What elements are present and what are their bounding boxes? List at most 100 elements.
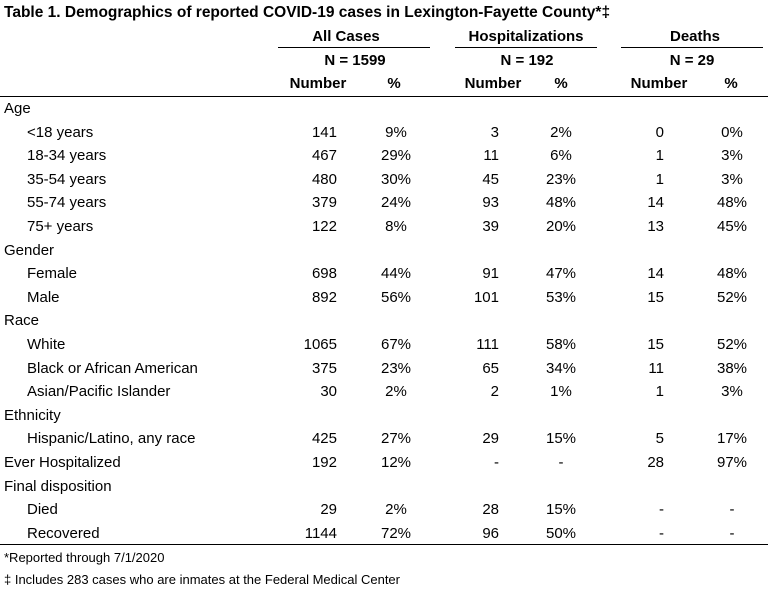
cell-deaths-pct: 48% bbox=[716, 265, 748, 283]
cell-hosp-number: 93 bbox=[482, 194, 499, 212]
group-n-deaths: N = 29 bbox=[669, 52, 715, 69]
cell-hosp-pct: 53% bbox=[545, 288, 577, 306]
cell-deaths-number: - bbox=[659, 501, 664, 519]
cell-hosp-pct: 48% bbox=[545, 194, 577, 212]
cell-hosp-pct: 1% bbox=[550, 383, 572, 401]
hospitalizations-header-rule bbox=[455, 47, 597, 48]
cell-deaths-pct: - bbox=[729, 501, 735, 519]
table-bottom-rule bbox=[0, 544, 768, 545]
group-header-all-cases: All Cases bbox=[312, 28, 380, 45]
cell-deaths-pct: 52% bbox=[716, 288, 748, 306]
cell-deaths-number: 13 bbox=[647, 218, 664, 235]
section-label: Ethnicity bbox=[4, 406, 61, 424]
cell-deaths-pct: 3% bbox=[721, 170, 743, 188]
cell-deaths-pct: 97% bbox=[716, 454, 748, 471]
cell-hosp-pct: 58% bbox=[545, 336, 577, 353]
footnote-inmates: ‡ Includes 283 cases who are inmates at … bbox=[4, 572, 400, 587]
row-label: Black or African American bbox=[27, 359, 198, 377]
cell-all-number: 122 bbox=[311, 218, 337, 235]
cell-deaths-number: 14 bbox=[647, 194, 664, 212]
cell-all-pct: 29% bbox=[380, 147, 412, 165]
cell-all-number: 375 bbox=[311, 359, 337, 377]
cell-all-pct: 44% bbox=[380, 265, 412, 283]
cell-all-pct: 2% bbox=[385, 383, 407, 401]
cell-all-number: 480 bbox=[311, 170, 337, 188]
row-label: Male bbox=[27, 288, 60, 306]
cell-hosp-number: 111 bbox=[476, 336, 499, 353]
cell-all-number: 379 bbox=[311, 194, 337, 212]
cell-hosp-number: 11 bbox=[483, 147, 499, 165]
cell-all-number: 425 bbox=[311, 430, 337, 448]
row-label: <18 years bbox=[27, 123, 94, 141]
subheader-pct-all: % bbox=[387, 75, 401, 92]
cell-deaths-number: 14 bbox=[647, 265, 664, 283]
cell-all-pct: 30% bbox=[380, 170, 412, 188]
cell-all-number: 892 bbox=[311, 288, 337, 306]
cell-deaths-number: 15 bbox=[647, 288, 664, 306]
subheader-number-hosp: Number bbox=[464, 75, 522, 92]
row-label: 35-54 years bbox=[27, 170, 107, 188]
cell-hosp-number: 39 bbox=[482, 218, 499, 235]
cell-all-number: 1144 bbox=[304, 524, 337, 542]
row-label: Female bbox=[27, 265, 78, 283]
cell-all-pct: 2% bbox=[385, 501, 407, 519]
row-label: White bbox=[27, 336, 66, 353]
cell-all-pct: 72% bbox=[380, 524, 412, 542]
cell-all-pct: 9% bbox=[385, 123, 407, 141]
header-bottom-rule bbox=[0, 96, 768, 97]
subheader-number-all: Number bbox=[289, 75, 347, 92]
row-label: 55-74 years bbox=[27, 194, 107, 212]
cell-deaths-number: 5 bbox=[655, 430, 664, 448]
row-label: Died bbox=[27, 501, 58, 519]
cell-deaths-number: 1 bbox=[655, 383, 664, 401]
cell-deaths-pct: 52% bbox=[716, 336, 748, 353]
cell-deaths-number: 1 bbox=[655, 170, 664, 188]
row-label: Hispanic/Latino, any race bbox=[27, 430, 196, 448]
cell-all-number: 698 bbox=[311, 265, 337, 283]
cell-deaths-pct: 3% bbox=[721, 147, 743, 165]
cell-hosp-pct: 6% bbox=[550, 147, 572, 165]
cell-all-pct: 23% bbox=[380, 359, 412, 377]
cell-hosp-pct: 23% bbox=[545, 170, 577, 188]
cell-deaths-pct: 38% bbox=[716, 359, 748, 377]
cell-deaths-number: 11 bbox=[648, 359, 664, 377]
row-label: 75+ years bbox=[27, 218, 94, 235]
cell-deaths-number: 0 bbox=[655, 123, 664, 141]
cell-hosp-number: 2 bbox=[490, 383, 499, 401]
cell-hosp-number: 96 bbox=[482, 524, 499, 542]
cell-hosp-pct: - bbox=[558, 454, 564, 471]
cell-hosp-number: 101 bbox=[473, 288, 499, 306]
cell-hosp-number: 65 bbox=[482, 359, 499, 377]
cell-hosp-pct: 2% bbox=[550, 123, 572, 141]
cell-deaths-number: - bbox=[659, 524, 664, 542]
deaths-header-rule bbox=[621, 47, 763, 48]
cell-all-number: 467 bbox=[311, 147, 337, 165]
all-cases-header-rule bbox=[278, 47, 430, 48]
group-header-deaths: Deaths bbox=[669, 28, 721, 45]
cell-deaths-pct: 0% bbox=[721, 123, 743, 141]
section-label: Gender bbox=[4, 241, 55, 259]
cell-deaths-pct: - bbox=[729, 524, 735, 542]
cell-hosp-number: 3 bbox=[490, 123, 499, 141]
cell-hosp-pct: 15% bbox=[545, 501, 577, 519]
cell-deaths-number: 28 bbox=[647, 454, 664, 471]
row-label: Recovered bbox=[27, 524, 100, 542]
cell-all-number: 141 bbox=[311, 123, 337, 141]
cell-all-number: 29 bbox=[320, 501, 337, 519]
cell-hosp-number: 45 bbox=[482, 170, 499, 188]
section-label: Final disposition bbox=[4, 477, 112, 495]
cell-hosp-pct: 20% bbox=[545, 218, 577, 235]
table-title: Table 1. Demographics of reported COVID-… bbox=[4, 4, 611, 21]
cell-all-pct: 24% bbox=[380, 194, 412, 212]
section-label: Age bbox=[4, 100, 31, 117]
cell-all-pct: 8% bbox=[385, 218, 407, 235]
cell-all-number: 192 bbox=[311, 454, 337, 471]
row-label: 18-34 years bbox=[27, 147, 107, 165]
row-label: Asian/Pacific Islander bbox=[27, 383, 171, 401]
cell-all-pct: 27% bbox=[380, 430, 412, 448]
cell-hosp-number: 28 bbox=[482, 501, 499, 519]
subheader-number-deaths: Number bbox=[630, 75, 688, 92]
cell-deaths-number: 1 bbox=[655, 147, 664, 165]
cell-all-pct: 67% bbox=[380, 336, 412, 353]
cell-deaths-pct: 48% bbox=[716, 194, 748, 212]
